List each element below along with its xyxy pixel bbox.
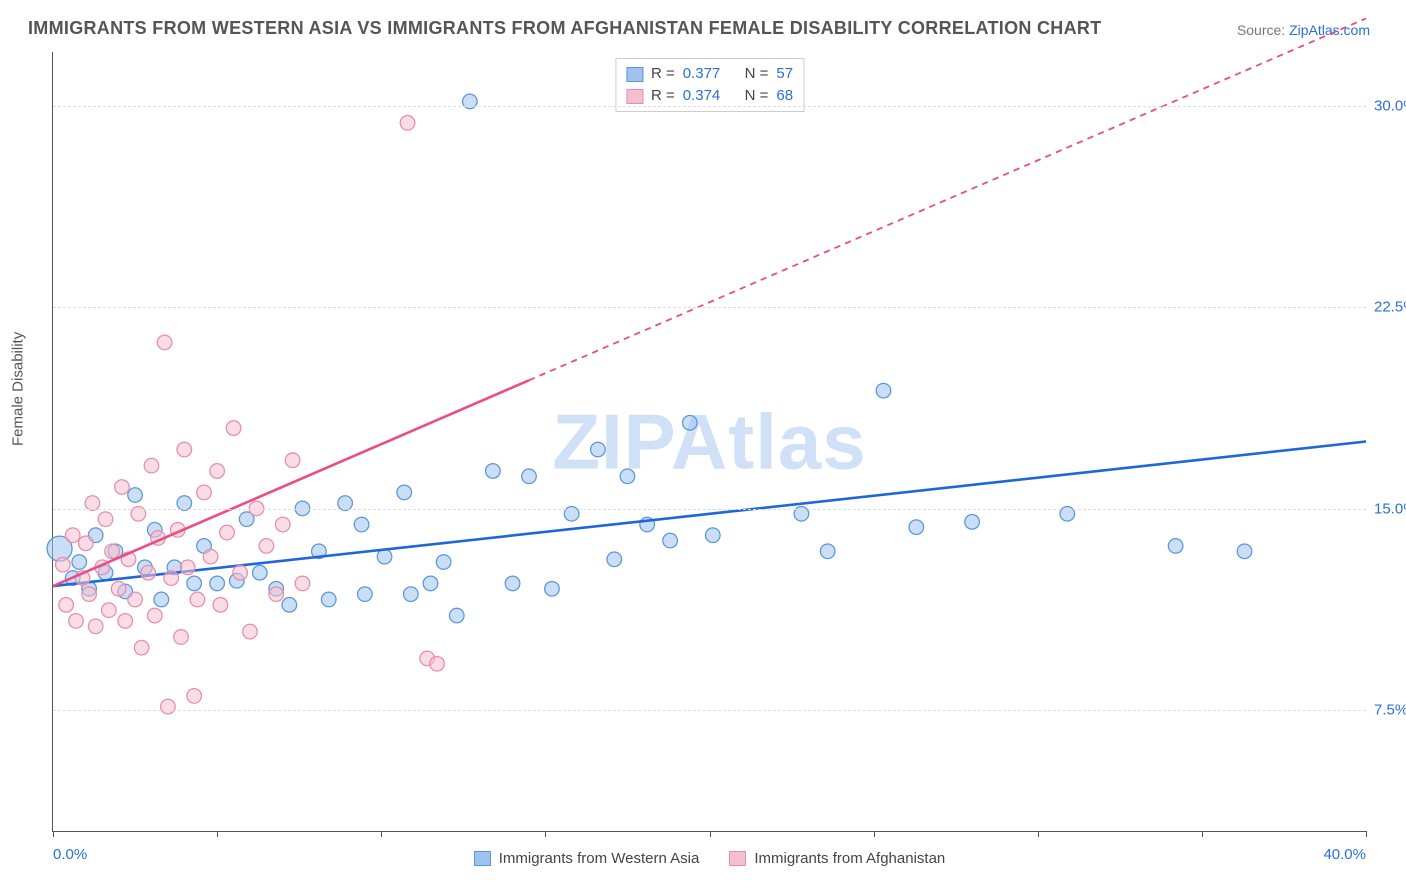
- swatch-af: [626, 89, 643, 104]
- swatch-wa: [474, 851, 491, 866]
- y-tick-label: 30.0%: [1374, 97, 1406, 114]
- data-point-af: [285, 453, 300, 468]
- data-point-af: [233, 565, 248, 580]
- data-point-af: [269, 587, 284, 602]
- data-point-af: [147, 608, 162, 623]
- data-point-wa: [403, 587, 418, 602]
- data-point-af: [187, 689, 202, 704]
- data-point-wa: [128, 488, 143, 503]
- data-point-af: [243, 624, 258, 639]
- data-point-wa: [282, 598, 297, 613]
- data-point-wa: [1168, 539, 1183, 554]
- data-point-wa: [397, 485, 412, 500]
- data-point-wa: [820, 544, 835, 559]
- data-point-af: [259, 539, 274, 554]
- data-point-wa: [72, 555, 87, 570]
- data-point-af: [220, 525, 235, 540]
- data-point-af: [128, 592, 143, 607]
- data-point-wa: [358, 587, 373, 602]
- data-point-af: [79, 536, 94, 551]
- data-point-wa: [154, 592, 169, 607]
- data-point-af: [164, 571, 179, 586]
- data-point-wa: [909, 520, 924, 535]
- data-point-af: [98, 512, 113, 527]
- data-point-af: [210, 464, 225, 479]
- chart-svg: [53, 52, 1366, 831]
- data-point-af: [82, 587, 97, 602]
- data-point-af: [190, 592, 205, 607]
- data-point-wa: [377, 549, 392, 564]
- y-tick-label: 15.0%: [1374, 500, 1406, 517]
- data-point-af: [177, 442, 192, 457]
- source-label: Source: ZipAtlas.com: [1237, 22, 1370, 38]
- data-point-wa: [449, 608, 464, 623]
- data-point-wa: [423, 576, 438, 591]
- source-link[interactable]: ZipAtlas.com: [1289, 22, 1370, 38]
- data-point-wa: [682, 415, 697, 430]
- data-point-wa: [436, 555, 451, 570]
- data-point-af: [141, 565, 156, 580]
- data-point-af: [295, 576, 310, 591]
- data-point-af: [111, 581, 126, 596]
- data-point-af: [118, 614, 133, 629]
- data-point-wa: [663, 533, 678, 548]
- data-point-af: [203, 549, 218, 564]
- data-point-af: [105, 544, 120, 559]
- data-point-af: [69, 614, 84, 629]
- plot-area: ZIPAtlas R = 0.377 N = 57 R = 0.374 N = …: [52, 52, 1366, 832]
- data-point-wa: [1237, 544, 1252, 559]
- legend-item-af: Immigrants from Afghanistan: [729, 850, 945, 867]
- swatch-wa: [626, 67, 643, 82]
- data-point-af: [213, 598, 228, 613]
- data-point-wa: [876, 383, 891, 398]
- data-point-af: [101, 603, 116, 618]
- chart-title: IMMIGRANTS FROM WESTERN ASIA VS IMMIGRAN…: [28, 18, 1378, 39]
- data-point-wa: [607, 552, 622, 567]
- data-point-wa: [187, 576, 202, 591]
- data-point-wa: [486, 464, 501, 479]
- data-point-wa: [321, 592, 336, 607]
- data-point-af: [161, 699, 176, 714]
- data-point-wa: [620, 469, 635, 484]
- data-point-af: [134, 640, 149, 655]
- data-point-wa: [965, 515, 980, 530]
- data-point-af: [144, 458, 159, 473]
- data-point-wa: [505, 576, 520, 591]
- stats-legend: R = 0.377 N = 57 R = 0.374 N = 68: [615, 58, 804, 112]
- data-point-af: [430, 656, 445, 671]
- data-point-wa: [545, 581, 560, 596]
- data-point-wa: [354, 517, 369, 532]
- data-point-af: [157, 335, 172, 350]
- data-point-af: [65, 528, 80, 543]
- data-point-af: [180, 560, 195, 575]
- stats-row-wa: R = 0.377 N = 57: [626, 63, 793, 85]
- data-point-af: [400, 116, 415, 131]
- data-point-wa: [210, 576, 225, 591]
- x-tick-label: 40.0%: [1323, 846, 1366, 863]
- data-point-wa: [522, 469, 537, 484]
- stats-row-af: R = 0.374 N = 68: [626, 85, 793, 107]
- swatch-af: [729, 851, 746, 866]
- data-point-wa: [591, 442, 606, 457]
- data-point-af: [197, 485, 212, 500]
- data-point-af: [56, 557, 71, 572]
- data-point-wa: [252, 565, 267, 580]
- data-point-af: [226, 421, 241, 436]
- data-point-af: [88, 619, 103, 634]
- y-tick-label: 22.5%: [1374, 299, 1406, 316]
- y-tick-label: 7.5%: [1374, 702, 1406, 719]
- x-tick-label: 0.0%: [53, 846, 87, 863]
- source-prefix: Source:: [1237, 22, 1289, 38]
- data-point-wa: [705, 528, 720, 543]
- series-legend: Immigrants from Western Asia Immigrants f…: [53, 850, 1366, 867]
- data-point-af: [174, 630, 189, 645]
- data-point-af: [115, 480, 130, 495]
- legend-item-wa: Immigrants from Western Asia: [474, 850, 700, 867]
- data-point-af: [275, 517, 290, 532]
- data-point-af: [59, 598, 74, 613]
- y-axis-label: Female Disability: [10, 332, 27, 446]
